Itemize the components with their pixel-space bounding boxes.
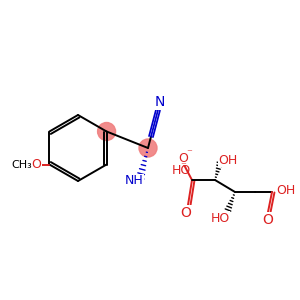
Text: ⁻: ⁻: [180, 161, 186, 171]
Text: NH: NH: [124, 175, 143, 188]
Text: N: N: [155, 95, 165, 109]
Text: OH: OH: [276, 184, 296, 196]
Text: O: O: [178, 152, 188, 164]
Text: O: O: [181, 206, 191, 220]
Text: O: O: [262, 213, 273, 227]
Text: HO: HO: [210, 212, 230, 224]
Circle shape: [98, 122, 116, 140]
Text: HO: HO: [172, 164, 191, 176]
Text: CH₃: CH₃: [11, 160, 32, 170]
Circle shape: [139, 139, 157, 157]
Text: OH: OH: [218, 154, 238, 166]
Text: O: O: [32, 158, 41, 171]
Text: ⁻: ⁻: [186, 148, 192, 158]
